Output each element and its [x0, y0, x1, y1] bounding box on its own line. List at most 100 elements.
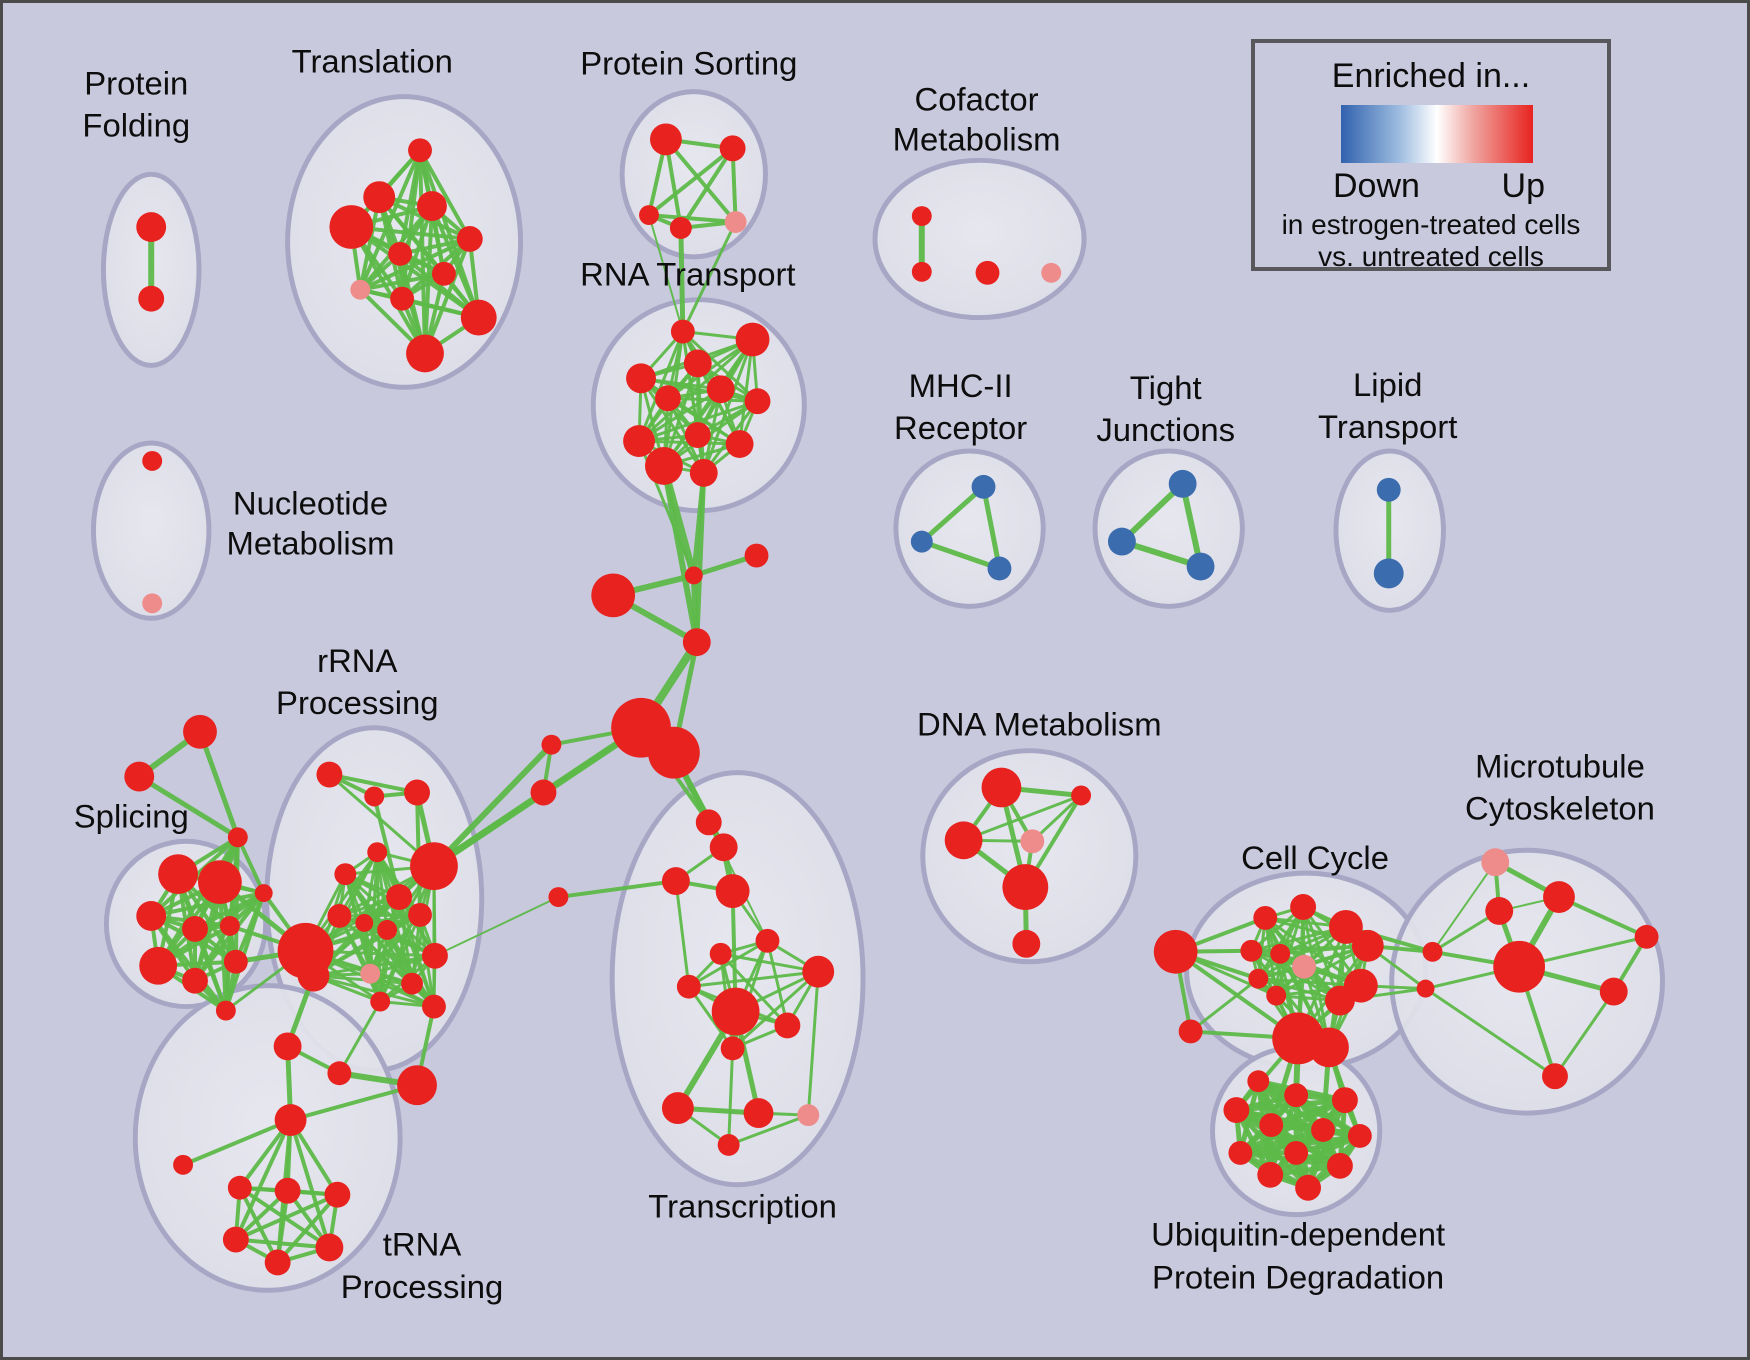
graph-node-sp9	[223, 949, 248, 974]
graph-node-cc10	[1328, 909, 1363, 944]
cluster-label-rrna-processing: Processing	[276, 684, 438, 721]
graph-edge	[674, 879, 691, 989]
graph-edge	[647, 146, 735, 218]
graph-node-lt1	[1376, 477, 1401, 502]
legend-box: Enriched in... Down Up in estrogen-treat…	[1251, 39, 1611, 272]
cluster-label-tight-junctions: Junctions	[1096, 411, 1235, 448]
graph-edge	[1189, 977, 1260, 1033]
graph-edge	[349, 225, 427, 356]
graph-node-rt7	[744, 388, 771, 415]
graph-node-ub11	[1257, 1161, 1284, 1188]
legend-caption-line2: vs. untreated cells	[1318, 241, 1544, 272]
graph-edge	[919, 539, 1002, 571]
graph-edge	[1553, 990, 1616, 1078]
graph-edge	[981, 484, 1002, 571]
graph-node-tiso	[173, 1154, 194, 1175]
graph-edge	[637, 399, 760, 443]
graph-node-rt2	[735, 322, 770, 357]
graph-node-th4	[222, 1226, 249, 1253]
graph-edge	[197, 729, 241, 840]
graph-edge	[660, 462, 700, 646]
cluster-label-cell-cycle: Cell Cycle	[1241, 839, 1389, 876]
graph-node-cc4	[1290, 894, 1317, 920]
graph-node-ps4	[669, 217, 692, 239]
cluster-label-translation: Translation	[292, 43, 453, 80]
graph-edge	[681, 220, 738, 334]
graph-node-rr6	[386, 884, 413, 910]
graph-node-th3	[324, 1181, 351, 1208]
graph-node-tj1	[1168, 469, 1197, 498]
graph-node-ub1	[1247, 1070, 1270, 1093]
legend-down-label: Down	[1333, 167, 1420, 205]
graph-node-th1	[227, 1175, 252, 1200]
graph-node-ch4	[682, 628, 711, 657]
graph-node-ub2	[1284, 1083, 1309, 1108]
graph-node-ub4	[1223, 1097, 1250, 1124]
cluster-ellipse-cofactor-metabolism	[872, 157, 1087, 321]
graph-node-rr3	[404, 779, 430, 806]
graph-node-sp3	[227, 827, 248, 848]
graph-edge	[731, 970, 820, 1050]
graph-edge	[919, 484, 987, 545]
graph-node-tc10	[797, 1104, 820, 1127]
graph-node-sp1	[158, 854, 198, 895]
cluster-label-microtubule-cytoskeleton: Microtubule	[1475, 748, 1645, 785]
cluster-label-lipid-transport: Transport	[1318, 408, 1457, 445]
graph-edge	[358, 271, 446, 292]
graph-edge	[372, 794, 402, 900]
graph-edge	[727, 1046, 735, 1147]
graph-edge	[136, 774, 241, 840]
graph-node-rr12	[401, 972, 424, 995]
graph-node-rt5	[654, 385, 681, 412]
graph-node-rt10	[725, 430, 754, 458]
graph-node-rr4	[367, 842, 388, 863]
graph-edge	[237, 1185, 280, 1265]
graph-node-nm2	[142, 593, 163, 614]
cluster-label-mhc-ii-receptor: Receptor	[894, 409, 1027, 446]
graph-node-tj3	[1186, 552, 1215, 581]
graph-node-dm2	[1071, 785, 1092, 806]
graph-node-pf1	[136, 212, 167, 242]
graph-node-t10	[460, 299, 497, 336]
legend-caption-line1: in estrogen-treated cells	[1281, 209, 1581, 240]
graph-node-dm1	[981, 767, 1022, 808]
graph-node-sph2	[297, 959, 330, 992]
legend-gradient-bar	[1341, 105, 1533, 163]
graph-node-sp8	[182, 967, 208, 994]
graph-edge	[327, 772, 420, 795]
graph-node-cc3	[1253, 905, 1278, 930]
graph-edge	[235, 835, 266, 896]
graph-node-ch1	[684, 566, 703, 585]
graph-node-mh1	[971, 474, 996, 499]
cluster-label-tight-junctions: Tight	[1130, 369, 1202, 406]
cluster-label-lipid-transport: Lipid	[1353, 366, 1422, 403]
graph-edge	[233, 1192, 340, 1242]
graph-node-cc5	[1240, 939, 1263, 962]
graph-node-rr15	[422, 994, 446, 1019]
graph-node-rt3	[683, 349, 712, 378]
graph-node-rr11	[422, 942, 448, 969]
graph-edge	[233, 1237, 332, 1250]
graph-edge	[311, 864, 436, 978]
graph-node-rt6	[706, 375, 735, 404]
graph-edge	[288, 1083, 420, 1123]
graph-edge	[556, 879, 678, 900]
graph-edge	[719, 952, 820, 974]
graph-node-tr3	[661, 867, 690, 896]
graph-node-hub2	[648, 726, 700, 779]
graph-node-rt4	[626, 363, 656, 394]
graph-node-st1	[183, 714, 217, 749]
graph-node-cc13	[1325, 985, 1355, 1016]
graph-node-tc3	[802, 955, 835, 988]
cluster-label-splicing: Splicing	[74, 797, 189, 834]
graph-edge	[962, 793, 1083, 842]
graph-edge	[637, 387, 723, 443]
cluster-label-cofactor-metabolism: Cofactor	[914, 81, 1038, 118]
graph-node-mt5	[1599, 977, 1628, 1006]
graph-node-mt8	[1634, 924, 1659, 949]
cluster-labels: Protein Folding Translation Protein Sorting…	[74, 43, 1655, 1306]
graph-node-st2	[124, 761, 155, 792]
graph-node-rr13	[370, 991, 391, 1012]
graph-edge	[429, 204, 481, 320]
